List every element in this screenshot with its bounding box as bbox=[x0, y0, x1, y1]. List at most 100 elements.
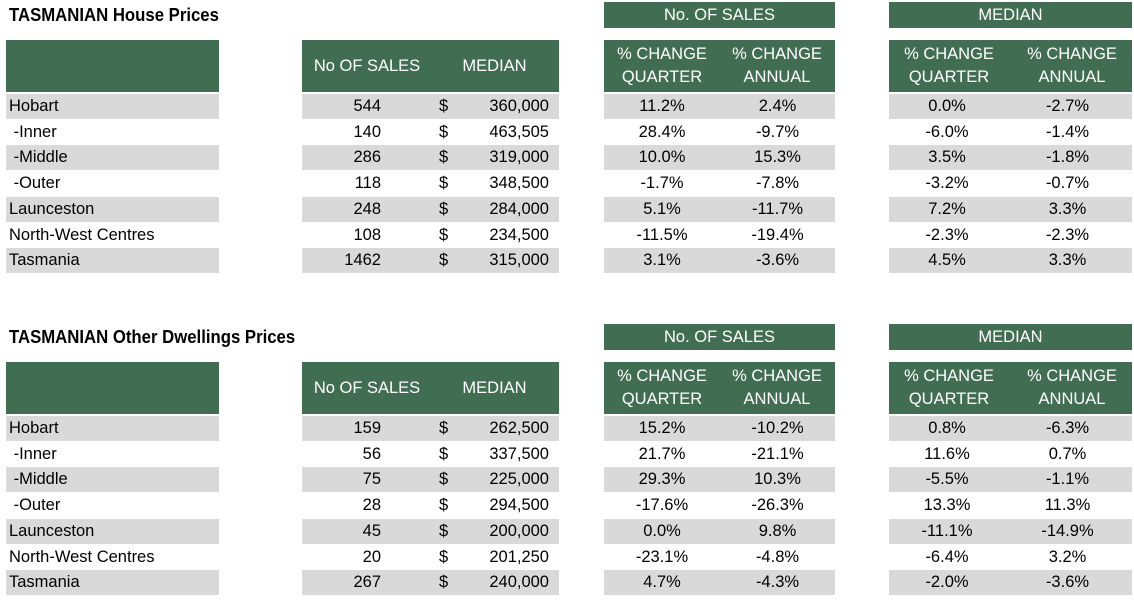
sales-change-quarter: 11.2% bbox=[639, 97, 685, 115]
median-column-label: MEDIAN bbox=[462, 57, 527, 75]
sales-change-column-header: % CHANGE QUARTER % CHANGE ANNUAL bbox=[604, 362, 835, 414]
median-change-quarter: 13.3% bbox=[923, 496, 971, 514]
currency-symbol: $ bbox=[439, 445, 449, 463]
sales-change-annual: 15.3% bbox=[754, 148, 801, 166]
median-change-annual: 0.7% bbox=[1048, 445, 1087, 463]
currency-symbol: $ bbox=[439, 251, 449, 269]
table-title: TASMANIAN Other Dwellings Prices bbox=[9, 327, 296, 347]
median-price: 463,505 bbox=[489, 123, 549, 141]
sales-change-quarter: 5.1% bbox=[643, 200, 681, 218]
region-name: Hobart bbox=[9, 419, 59, 437]
sales-change-quarter: 15.2% bbox=[638, 419, 686, 437]
median-change-row-shade bbox=[889, 519, 1132, 544]
region-name: Launceston bbox=[9, 200, 95, 218]
currency-symbol: $ bbox=[439, 226, 449, 244]
median-group-header: MEDIAN bbox=[889, 324, 1132, 350]
sales-change-quarter: 0.0% bbox=[643, 522, 681, 540]
sales-change-quarter: 29.3% bbox=[638, 470, 686, 488]
sales-change-row-shade bbox=[604, 145, 835, 170]
median-change-annual: -2.3% bbox=[1045, 226, 1090, 244]
sales-count: 28 bbox=[362, 496, 381, 514]
median-change-quarter: -3.2% bbox=[925, 174, 969, 192]
median-change-row-shade bbox=[889, 197, 1132, 222]
table-title: TASMANIAN House Prices bbox=[9, 5, 219, 25]
median-price: 348,500 bbox=[489, 174, 549, 192]
sales-change-annual: 10.3% bbox=[754, 470, 801, 488]
median-change-row-shade bbox=[889, 145, 1132, 170]
sales-count: 56 bbox=[362, 445, 381, 463]
sales-change-annual: -3.6% bbox=[755, 251, 800, 269]
sales-count: 544 bbox=[353, 97, 381, 115]
currency-symbol: $ bbox=[439, 200, 449, 218]
median-change-quarter: -11.1% bbox=[921, 522, 973, 540]
median-change-annual: -1.4% bbox=[1045, 123, 1090, 141]
sales-change-row-shade bbox=[604, 467, 835, 492]
sales-change-column-header: % CHANGE QUARTER % CHANGE ANNUAL bbox=[604, 40, 835, 92]
currency-symbol: $ bbox=[439, 573, 449, 591]
currency-symbol: $ bbox=[439, 496, 449, 514]
region-name: -Middle bbox=[9, 148, 68, 166]
region-name: -Inner bbox=[9, 123, 57, 141]
no-of-sales-group-header: No. OF SALES bbox=[604, 324, 835, 350]
sales-change-annual: -9.7% bbox=[755, 123, 800, 141]
median-price: 360,000 bbox=[489, 97, 549, 115]
median-column-label: MEDIAN bbox=[462, 379, 527, 397]
region-row-shade bbox=[6, 248, 219, 273]
sales-change-annual: 2.4% bbox=[758, 97, 797, 115]
sales-change-annual: -4.8% bbox=[755, 548, 800, 566]
median-change-quarter: 0.0% bbox=[928, 97, 966, 115]
sales-median-row-shade bbox=[302, 145, 559, 170]
median-group-header: MEDIAN bbox=[889, 2, 1132, 28]
sales-change-row-shade bbox=[604, 94, 835, 119]
region-row-shade bbox=[6, 519, 219, 544]
region-row-shade bbox=[6, 467, 219, 492]
price-table-section: TASMANIAN House Prices No. OF SALES MEDIAN… bbox=[0, 0, 1134, 290]
median-change-quarter: 0.8% bbox=[928, 419, 966, 437]
median-change-quarter: 11.6% bbox=[924, 445, 970, 463]
median-change-quarter: 7.2% bbox=[928, 200, 966, 218]
region-name: North-West Centres bbox=[9, 548, 155, 566]
sales-change-annual: -21.1% bbox=[751, 445, 804, 463]
median-change-row-shade bbox=[889, 94, 1132, 119]
median-price: 262,500 bbox=[489, 419, 549, 437]
sales-change-quarter: -11.5% bbox=[636, 226, 688, 244]
sales-median-row-shade bbox=[302, 519, 559, 544]
median-price: 337,500 bbox=[489, 445, 549, 463]
median-change-row-shade bbox=[889, 467, 1132, 492]
sales-count: 248 bbox=[353, 200, 381, 218]
sales-median-row-shade bbox=[302, 570, 559, 595]
sales-change-quarter: 21.7% bbox=[638, 445, 686, 463]
sales-median-column-header: No OF SALES MEDIAN bbox=[302, 362, 559, 414]
sales-change-quarter: -17.6% bbox=[635, 496, 689, 514]
median-change-annual: 3.3% bbox=[1048, 200, 1087, 218]
median-change-quarter: -6.0% bbox=[925, 123, 969, 141]
no-of-sales-column-label: No OF SALES bbox=[313, 379, 421, 397]
sales-change-annual: 9.8% bbox=[758, 522, 797, 540]
median-change-annual: 3.2% bbox=[1048, 548, 1087, 566]
median-change-row-shade bbox=[889, 248, 1132, 273]
region-name: Hobart bbox=[9, 97, 59, 115]
sales-change-quarter: 10.0% bbox=[638, 148, 686, 166]
currency-symbol: $ bbox=[439, 97, 449, 115]
median-price: 284,000 bbox=[489, 200, 549, 218]
no-of-sales-column-label: No OF SALES bbox=[313, 57, 421, 75]
price-table-section: TASMANIAN Other Dwellings Prices No. OF S… bbox=[0, 322, 1134, 612]
sales-change-annual: -10.2% bbox=[751, 419, 804, 437]
median-price: 319,000 bbox=[489, 148, 549, 166]
sales-median-column-header: No OF SALES MEDIAN bbox=[302, 40, 559, 92]
median-change-annual: -14.9% bbox=[1041, 522, 1094, 540]
median-price: 200,000 bbox=[489, 522, 549, 540]
sales-change-quarter: 3.1% bbox=[643, 251, 681, 269]
sales-change-row-shade bbox=[604, 416, 835, 441]
sales-pct-change-annual-label: % CHANGE ANNUAL bbox=[732, 45, 822, 86]
median-change-quarter: 4.5% bbox=[928, 251, 966, 269]
region-name: Launceston bbox=[9, 522, 95, 540]
currency-symbol: $ bbox=[439, 174, 449, 192]
sales-count: 140 bbox=[353, 123, 381, 141]
region-name: -Middle bbox=[9, 470, 68, 488]
currency-symbol: $ bbox=[439, 123, 449, 141]
sales-change-annual: -26.3% bbox=[751, 496, 804, 514]
region-name: Tasmania bbox=[9, 251, 80, 269]
median-change-quarter: -2.0% bbox=[925, 573, 969, 591]
sales-change-annual: -7.8% bbox=[755, 174, 800, 192]
